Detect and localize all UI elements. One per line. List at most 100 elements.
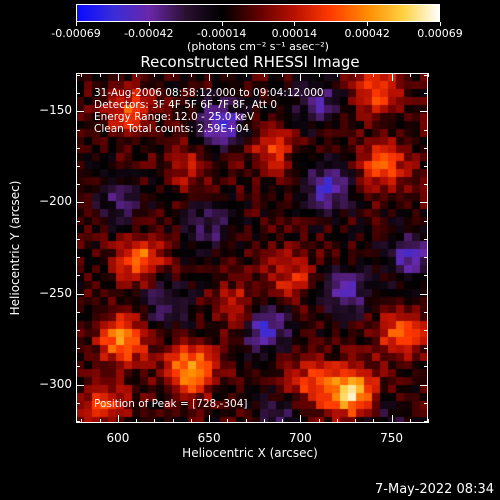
y-minor-tick [76,147,80,149]
x-minor-tick-top [154,73,156,77]
colorbar-tick-label: 0.00014 [271,27,318,40]
x-minor-tick [81,419,83,423]
x-minor-tick [282,419,284,423]
y-minor-tick-right [424,348,428,350]
x-major-tick-top [117,73,119,81]
y-major-tick [76,293,84,295]
y-minor-tick [76,402,80,404]
y-minor-tick-right [424,147,428,149]
y-minor-tick-right [424,330,428,332]
x-minor-tick-top [81,73,83,77]
y-minor-tick-right [424,421,428,423]
y-tick-label: −250 [39,285,72,300]
x-minor-tick-top [282,73,284,77]
x-minor-tick-top [99,73,101,77]
timestamp: 7-May-2022 08:34 [375,482,494,497]
y-minor-tick-right [424,74,428,76]
heatmap-image [76,73,428,423]
y-minor-tick [76,129,80,131]
x-major-tick [300,415,302,423]
x-minor-tick-top [318,73,320,77]
y-minor-tick-right [424,184,428,186]
detectors-annotation: Detectors: 3F 4F 5F 6F 7F 8F, Att 0 [94,99,278,111]
x-tick-label: 650 [197,431,221,445]
x-minor-tick-top [409,73,411,77]
x-minor-tick-top [172,73,174,77]
colorbar-tick-label: -0.00069 [51,27,101,40]
colorbar-tick [294,22,296,26]
y-minor-tick [76,93,80,95]
y-major-tick [76,202,84,204]
x-minor-tick-top [428,73,429,77]
peak-position-annotation: Position of Peak = [728,-304] [94,398,248,410]
y-tick-label: −150 [39,103,72,118]
y-minor-tick [76,348,80,350]
y-minor-tick-right [424,402,428,404]
energy-range-annotation: Energy Range: 12.0 - 25.0 keV [94,111,255,123]
chart-title: Reconstructed RHESSI Image [140,53,360,71]
y-minor-tick [76,238,80,240]
y-tick-label: −200 [39,194,72,209]
x-minor-tick [263,419,265,423]
y-minor-tick-right [424,257,428,259]
y-major-tick-right [420,384,428,386]
x-major-tick [117,415,119,423]
x-minor-tick [172,419,174,423]
y-minor-tick [76,275,80,277]
y-major-tick-right [420,293,428,295]
y-major-tick-right [420,111,428,113]
y-minor-tick-right [424,366,428,368]
x-minor-tick [245,419,247,423]
y-minor-tick [76,184,80,186]
time-range-annotation: 31-Aug-2006 08:58:12.000 to 09:04:12.000 [94,87,324,99]
colorbar [76,4,440,22]
x-major-tick-top [391,73,393,81]
y-minor-tick [76,421,80,423]
y-major-tick [76,111,84,113]
x-major-tick-top [300,73,302,81]
y-minor-tick [76,366,80,368]
colorbar-tick [440,22,441,26]
x-tick-label: 700 [288,431,312,445]
x-minor-tick-top [336,73,338,77]
clean-counts-annotation: Clean Total counts: 2.59E+04 [94,123,250,135]
x-minor-tick [373,419,375,423]
x-minor-tick [428,419,429,423]
colorbar-tick [367,22,369,26]
x-axis-label: Heliocentric X (arcsec) [182,446,318,460]
x-tick-label: 600 [106,431,130,445]
x-minor-tick [227,419,229,423]
x-minor-tick [409,419,411,423]
x-minor-tick-top [245,73,247,77]
y-minor-tick-right [424,275,428,277]
y-minor-tick-right [424,311,428,313]
y-minor-tick [76,311,80,313]
y-major-tick [76,384,84,386]
x-minor-tick [355,419,357,423]
x-minor-tick [190,419,192,423]
x-tick-label: 750 [380,431,403,445]
colorbar-tick-label: -0.00042 [124,27,174,40]
colorbar-gradient [77,5,439,21]
colorbar-tick [221,22,223,26]
y-tick-label: −300 [39,376,72,391]
x-minor-tick-top [227,73,229,77]
x-minor-tick [99,419,101,423]
x-minor-tick-top [355,73,357,77]
y-major-tick-right [420,202,428,204]
y-minor-tick-right [424,93,428,95]
x-minor-tick-top [373,73,375,77]
colorbar-tick-label: 0.00069 [417,27,463,40]
y-minor-tick [76,330,80,332]
y-minor-tick [76,220,80,222]
colorbar-tick [76,22,77,26]
colorbar-units: (photons cm⁻² s⁻¹ asec⁻²) [187,40,329,53]
y-axis-label: Heliocentric Y (arcsec) [8,180,22,316]
x-minor-tick-top [136,73,138,77]
y-minor-tick [76,257,80,259]
y-minor-tick-right [424,129,428,131]
x-minor-tick [136,419,138,423]
y-minor-tick-right [424,165,428,167]
colorbar-tick-label: -0.00014 [196,27,247,40]
x-minor-tick [336,419,338,423]
